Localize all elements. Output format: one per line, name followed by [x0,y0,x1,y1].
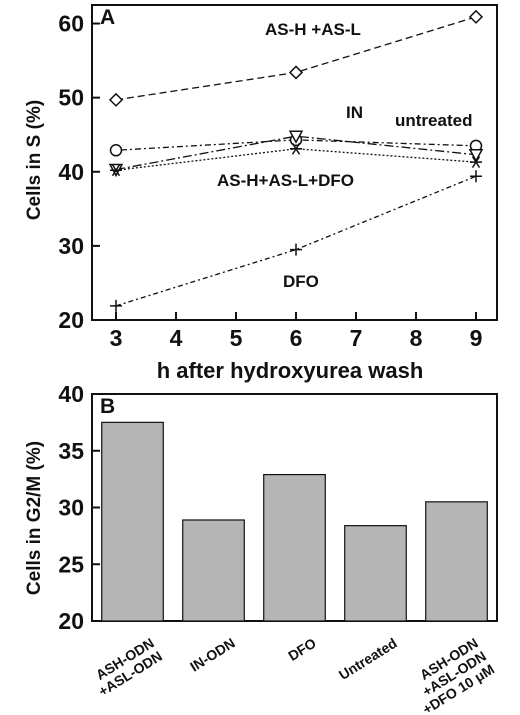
series-2-point [468,148,484,163]
panel-b-y-tick-label: 30 [58,495,84,521]
bar [101,421,164,622]
series-3-point [110,164,122,177]
panel-a-y-tick-label: 40 [58,159,84,185]
category-label-line: IN-ODN [187,635,238,675]
series-4 [110,170,482,312]
panel-a-x-axis-label: h after hydroxyurea wash [157,358,424,383]
series-4-point [470,170,482,183]
category-label: Untreated [336,635,400,683]
annotation-dfo: DFO [283,272,319,291]
panel-a-x-tick-label: 9 [470,325,483,351]
category-label-line: Untreated [336,635,400,683]
panel-b-y-axis-label: Cells in G2/M (%) [24,441,45,595]
panel-a-y-tick-label: 50 [58,85,84,111]
bar [182,519,245,622]
category-label: IN-ODN [187,635,238,675]
series-0 [108,9,484,107]
panel-a-y-axis-label: Cells in S (%) [24,100,45,220]
panel-a-y-tick-label: 60 [58,11,84,37]
series-2-point [288,130,304,144]
series-0-point [108,92,124,107]
series-3-point [290,142,302,155]
annotation-ash-asl: AS-H +AS-L [265,20,361,39]
category-label: DFO [285,635,319,664]
annotation-ash-asl-dfo: AS-H+AS-L+DFO [217,171,354,190]
panel-a-series [108,9,484,312]
series-0-point [468,9,484,24]
panel-a-label: A [100,6,115,29]
series-3 [110,142,482,177]
category-label: ASH-ODN+ASL-ODN [87,635,165,700]
bar [425,501,488,622]
panel-a-y-ticks: 20 30 40 50 60 [58,11,100,333]
category-label: ASH-ODN+ASL-ODN+DFO 10 μM [403,635,497,715]
panel-a-line-chart: A Cells in S (%) h after hydroxyurea was… [24,4,498,383]
panel-a-x-tick-label: 8 [410,325,423,351]
panel-a-x-ticks: 3 4 5 6 7 8 9 [110,312,483,351]
panel-b-label: B [100,395,115,418]
category-label-line: DFO [285,635,319,664]
panel-a-x-tick-label: 3 [110,325,123,351]
panel-b-bars [101,421,488,622]
series-line-1 [115,139,477,151]
series-2 [108,130,484,178]
panel-b-y-tick-label: 35 [58,438,84,464]
series-0-point [288,65,304,80]
panel-a-x-tick-label: 4 [170,325,183,351]
annotation-untreated: untreated [395,111,472,130]
panel-a-y-tick-label: 30 [58,233,84,259]
panel-b-y-tick-label: 25 [58,551,84,577]
series-4-point [290,243,302,256]
panel-b-category-labels: ASH-ODN+ASL-ODN IN-ODN DFO Untreated ASH-ODN… [87,635,497,715]
panel-a-x-tick-label: 7 [350,325,363,351]
panel-b-bar-chart: B Cells in G2/M (%) 20 25 30 35 40 ASH-ODN+A… [24,381,498,715]
annotation-in: IN [346,103,363,122]
panel-a-x-tick-label: 5 [230,325,243,351]
panel-a-y-tick-label: 20 [58,307,84,333]
bar [263,473,326,622]
panel-a-plot-frame [91,4,498,321]
panel-a-x-tick-label: 6 [290,325,303,351]
panel-b-y-tick-label: 40 [58,381,84,407]
series-1-point [109,144,123,157]
bar [344,525,407,622]
panel-b-y-ticks: 20 25 30 35 40 [58,381,100,634]
series-3-point [470,156,482,169]
panel-b-y-tick-label: 20 [58,608,84,634]
series-4-point [110,299,122,312]
